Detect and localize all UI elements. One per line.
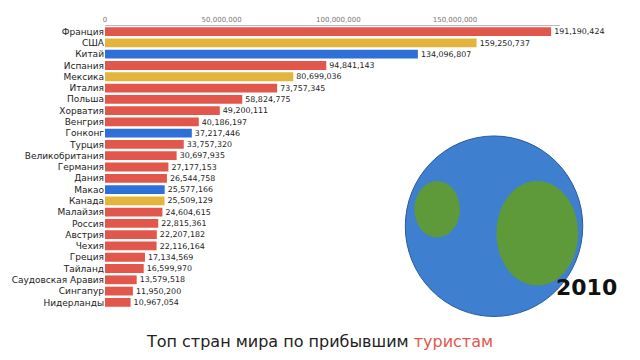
svg-text:Россия: Россия xyxy=(72,219,104,229)
svg-text:0: 0 xyxy=(103,16,107,24)
svg-text:Сингапур: Сингапур xyxy=(59,286,104,296)
svg-text:22,207,182: 22,207,182 xyxy=(160,230,205,239)
svg-text:США: США xyxy=(82,38,105,48)
svg-text:40,186,197: 40,186,197 xyxy=(202,118,247,127)
svg-text:Греция: Греция xyxy=(70,252,104,262)
svg-text:58,824,775: 58,824,775 xyxy=(245,95,290,104)
svg-text:Чехия: Чехия xyxy=(76,241,104,251)
svg-text:134,096,807: 134,096,807 xyxy=(421,50,471,59)
svg-text:Китай: Китай xyxy=(75,49,104,59)
svg-text:80,699,036: 80,699,036 xyxy=(296,72,341,81)
svg-text:Польша: Польша xyxy=(67,94,104,104)
svg-text:Дания: Дания xyxy=(74,173,104,183)
svg-text:25,577,166: 25,577,166 xyxy=(168,185,213,194)
svg-text:Нидерланды: Нидерланды xyxy=(43,298,104,308)
svg-text:26,544,758: 26,544,758 xyxy=(170,174,215,183)
svg-text:Венгрия: Венгрия xyxy=(65,117,104,127)
svg-text:150,000,000: 150,000,000 xyxy=(433,16,478,24)
svg-text:191,190,424: 191,190,424 xyxy=(554,27,604,36)
svg-text:Франция: Франция xyxy=(62,27,104,37)
svg-text:37,217,446: 37,217,446 xyxy=(195,129,240,138)
svg-text:22,116,164: 22,116,164 xyxy=(160,242,205,251)
svg-text:Топ стран мира по прибывшим ту: Топ стран мира по прибывшим туристам xyxy=(146,332,493,351)
svg-text:Саудовская Аравия: Саудовская Аравия xyxy=(12,275,104,285)
svg-text:17,134,569: 17,134,569 xyxy=(148,253,193,262)
svg-text:2010: 2010 xyxy=(556,275,617,300)
svg-text:10,967,054: 10,967,054 xyxy=(134,298,179,307)
svg-text:Макао: Макао xyxy=(74,185,104,195)
svg-text:Австрия: Австрия xyxy=(65,230,104,240)
svg-text:100,000,000: 100,000,000 xyxy=(316,16,361,24)
svg-text:Турция: Турция xyxy=(69,140,104,150)
svg-text:Хорватия: Хорватия xyxy=(59,106,104,116)
svg-text:Великобритания: Великобритания xyxy=(25,151,104,161)
svg-text:Мексика: Мексика xyxy=(64,72,105,82)
svg-text:24,604,615: 24,604,615 xyxy=(165,208,210,217)
svg-text:Малайзия: Малайзия xyxy=(58,207,104,217)
svg-text:Испания: Испания xyxy=(64,61,104,71)
svg-text:30,697,935: 30,697,935 xyxy=(180,151,225,160)
svg-text:Тайланд: Тайланд xyxy=(63,264,104,274)
svg-text:11,950,200: 11,950,200 xyxy=(136,287,181,296)
svg-text:16,599,970: 16,599,970 xyxy=(147,264,192,273)
svg-text:159,250,737: 159,250,737 xyxy=(480,39,530,48)
svg-text:13,579,518: 13,579,518 xyxy=(140,275,185,284)
svg-text:73,757,345: 73,757,345 xyxy=(280,84,325,93)
svg-text:22,815,361: 22,815,361 xyxy=(161,219,206,228)
svg-text:Германия: Германия xyxy=(58,162,104,172)
svg-text:27,177,153: 27,177,153 xyxy=(171,163,216,172)
svg-text:50,000,000: 50,000,000 xyxy=(202,16,242,24)
svg-text:Канада: Канада xyxy=(69,196,104,206)
svg-text:Италия: Италия xyxy=(69,83,104,93)
svg-text:Гонконг: Гонконг xyxy=(66,128,105,138)
svg-text:94,841,143: 94,841,143 xyxy=(329,61,374,70)
svg-text:33,757,320: 33,757,320 xyxy=(187,140,232,149)
svg-text:49,200,111: 49,200,111 xyxy=(223,106,268,115)
svg-text:25,509,129: 25,509,129 xyxy=(168,196,213,205)
